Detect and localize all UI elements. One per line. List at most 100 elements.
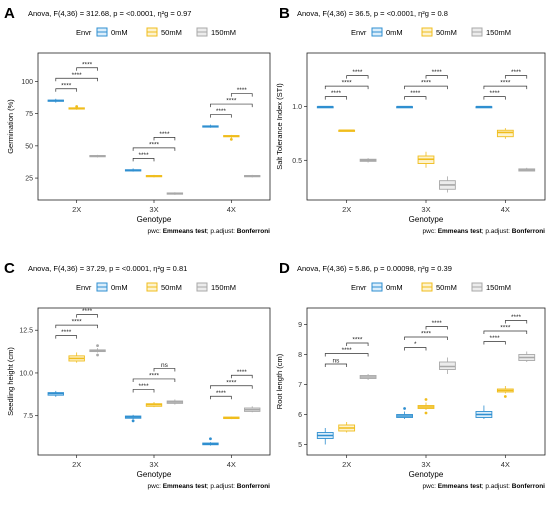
box-150mM-2X (89, 344, 106, 357)
significance-bracket: **** (346, 337, 369, 346)
panel-a: A Anova, F(4,36) = 312.68, p = <0.0001, η… (4, 5, 271, 235)
legend: Envr 0mM 50mM 150mM (76, 27, 236, 37)
significance-label: **** (331, 90, 342, 97)
y-tick-label: 8 (298, 352, 302, 359)
bracket-line (404, 347, 427, 351)
y-tick-label: 0.5 (292, 158, 302, 165)
significance-label: **** (421, 80, 432, 87)
y-axis-label: Salt Tolerance Index (STI) (275, 83, 284, 170)
significance-bracket: **** (324, 80, 369, 90)
box-50mM-3X (145, 174, 163, 178)
bracket-line (132, 147, 176, 151)
significance-bracket: **** (210, 379, 253, 389)
legend-title: Envr (351, 28, 367, 37)
x-tick-label: 4X (501, 460, 510, 469)
y-tick-label: 25 (25, 176, 33, 183)
box-0mM-2X (316, 105, 334, 109)
significance-bracket: **** (55, 82, 78, 92)
box-150mM-3X (439, 176, 456, 193)
anova-subtitle: Anova, F(4,36) = 36.5, p = <0.0001, η²g … (297, 9, 448, 18)
outlier-point (424, 411, 428, 415)
significance-label: **** (342, 80, 353, 87)
legend-label: 150mM (486, 283, 511, 292)
x-tick-label: 3X (421, 460, 430, 469)
x-axis-label: Genotype (409, 215, 444, 224)
significance-bracket: **** (404, 80, 448, 90)
x-axis-label: Genotype (137, 470, 172, 479)
pwc-part: pwc: (148, 483, 163, 490)
box-150mM-4X (244, 174, 261, 178)
bracket-line (210, 103, 253, 108)
significance-label: **** (216, 390, 227, 397)
panel-letter: C (4, 260, 15, 277)
bracket-line (132, 389, 155, 393)
legend-label: 150mM (486, 28, 511, 37)
significance-label: **** (61, 82, 72, 89)
pwc-part: Bonferroni (237, 483, 270, 490)
pwc-part: pwc: (423, 228, 438, 235)
legend-label: 50mM (436, 28, 457, 37)
panel-letter: A (4, 5, 15, 22)
box-150mM-4X (518, 351, 536, 362)
significance-bracket: **** (504, 69, 528, 79)
x-tick-label: 4X (501, 205, 510, 214)
x-tick-label: 2X (72, 205, 81, 214)
significance-label: **** (432, 69, 443, 76)
significance-label: **** (511, 314, 522, 321)
y-tick-label: 7 (298, 382, 302, 389)
y-tick-label: 5 (298, 442, 302, 449)
box-0mM-4X (202, 437, 219, 446)
bracket-line (55, 77, 98, 82)
bracket-line (324, 85, 369, 90)
significance-label: **** (72, 72, 83, 79)
legend-label: 0mM (111, 28, 128, 37)
box-0mM-2X (47, 390, 64, 397)
significance-label: **** (216, 108, 227, 115)
significance-label: **** (421, 331, 432, 338)
box-150mM-4X (518, 167, 536, 172)
bracket-line (76, 67, 98, 71)
pwc-part: pwc: (148, 228, 163, 235)
x-tick-label: 3X (149, 205, 158, 214)
significance-bracket: **** (230, 369, 253, 379)
significance-label: **** (82, 308, 93, 315)
bracket-line (55, 88, 78, 92)
bracket-line (504, 320, 528, 324)
box-0mM-4X (475, 105, 493, 109)
x-tick-label: 4X (227, 205, 236, 214)
significance-bracket: **** (132, 372, 176, 382)
pwc-part: Bonferroni (512, 228, 545, 235)
significance-bracket: **** (504, 314, 528, 324)
legend-title: Envr (76, 283, 92, 292)
legend-label: 0mM (386, 283, 403, 292)
significance-label: **** (511, 69, 522, 76)
box-50mM-2X (338, 422, 356, 433)
box-0mM-2X (47, 98, 64, 103)
pwc-footer: pwc: Emmeans test; p.adjust: Bonferroni (148, 483, 271, 490)
significance-label: **** (342, 347, 353, 354)
bracket-line (132, 158, 155, 162)
pwc-part: Emmeans test (438, 483, 483, 490)
significance-bracket: **** (483, 325, 528, 334)
bracket-line (346, 75, 369, 79)
anova-subtitle: Anova, F(4,36) = 5.86, p = 0.00098, η²g … (297, 264, 452, 273)
y-tick-label: 7.5 (23, 413, 33, 420)
legend-label: 50mM (161, 28, 182, 37)
box-0mM-3X (124, 168, 142, 172)
significance-label: **** (149, 372, 160, 379)
legend: Envr 0mM 50mM 150mM (76, 282, 236, 292)
outlier-point (403, 407, 406, 410)
bracket-line (483, 85, 528, 90)
box-150mM-3X (166, 192, 184, 195)
outlier-point (229, 137, 233, 141)
significance-bracket: **** (483, 90, 506, 100)
bracket-line (425, 75, 448, 79)
x-axis-label: Genotype (137, 215, 172, 224)
box-50mM-3X (145, 402, 163, 408)
bracket-line (230, 374, 253, 379)
significance-bracket: **** (55, 319, 98, 329)
legend-title: Envr (76, 28, 92, 37)
box-150mM-3X (166, 399, 184, 405)
significance-bracket: **** (132, 141, 176, 151)
box-50mM-4X (496, 386, 514, 398)
